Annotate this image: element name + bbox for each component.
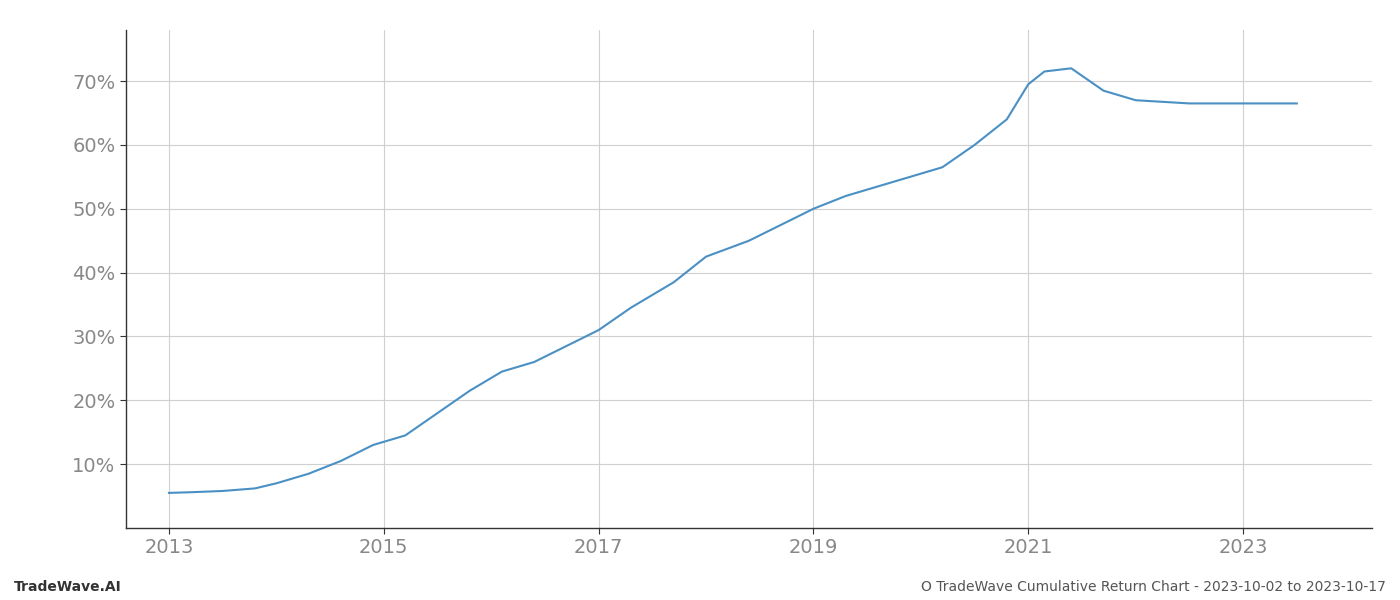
Text: O TradeWave Cumulative Return Chart - 2023-10-02 to 2023-10-17: O TradeWave Cumulative Return Chart - 20… (921, 580, 1386, 594)
Text: TradeWave.AI: TradeWave.AI (14, 580, 122, 594)
